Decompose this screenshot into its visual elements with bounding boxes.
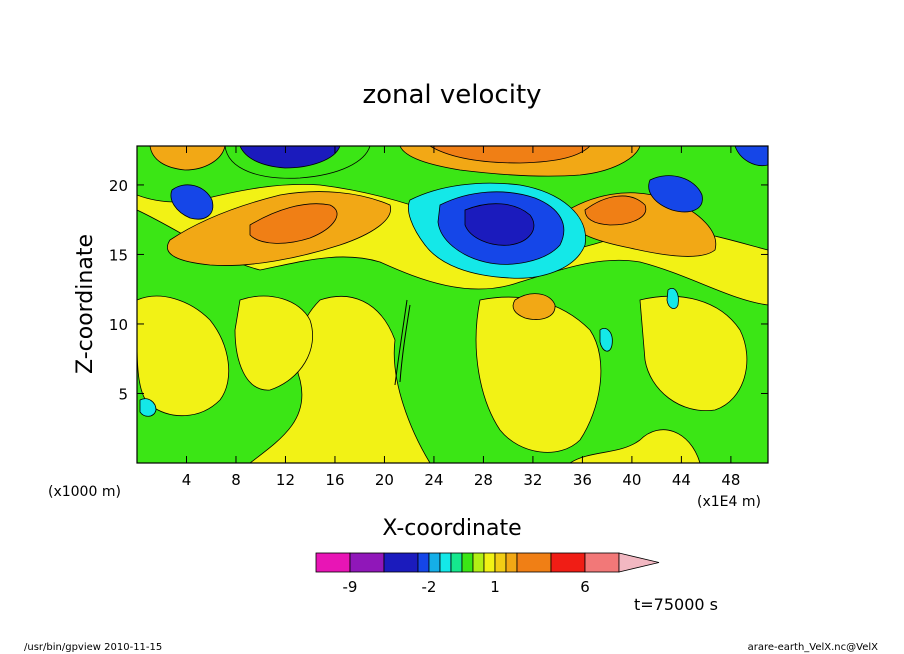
colorbar-swatch	[439, 552, 452, 573]
field-orange-left-core	[249, 203, 338, 244]
field-cyan-small-3	[666, 288, 679, 309]
x-unit-note: (x1E4 m)	[697, 494, 761, 510]
field-orange-blob	[512, 293, 556, 320]
y-unit-note: (x1000 m)	[48, 484, 121, 500]
field-blue-farright	[734, 146, 768, 167]
x-tick-label: 48	[721, 471, 740, 489]
field-yellow-center	[234, 295, 313, 391]
x-tick-label: 36	[573, 471, 592, 489]
colorbar-tick-label: -2	[422, 578, 437, 596]
colorbar-swatch	[516, 552, 552, 573]
colorbar: -9 -2 1 6	[315, 552, 660, 596]
colorbar-swatch	[461, 552, 474, 573]
colorbar-swatch	[428, 552, 441, 573]
x-tick-label: 20	[375, 471, 394, 489]
x-tick-label: 12	[276, 471, 295, 489]
x-tick-label: 44	[672, 471, 691, 489]
y-tick-label: 10	[109, 316, 128, 334]
y-tick-label: 15	[109, 246, 128, 264]
x-axis-label: X-coordinate	[382, 516, 521, 541]
field-cyan-small-2	[599, 328, 613, 352]
chart-title: zonal velocity	[362, 80, 541, 110]
y-tick-label: 5	[118, 385, 128, 403]
field-yellow-right	[475, 296, 602, 453]
colorbar-tick-label: 6	[580, 578, 590, 596]
x-tick-label: 4	[182, 471, 192, 489]
footer-left: /usr/bin/gpview 2010-11-15	[24, 642, 162, 653]
field-orange-top-core	[429, 146, 591, 164]
colorbar-swatch	[584, 552, 620, 573]
colorbar-swatch	[383, 552, 419, 573]
colorbar-swatch	[417, 552, 430, 573]
x-tick-label: 40	[622, 471, 641, 489]
time-label: t=75000 s	[634, 595, 718, 614]
field-yellow-farright	[639, 295, 748, 412]
colorbar-swatch	[494, 552, 507, 573]
colorbar-swatch	[315, 552, 351, 573]
field-orange-topleft	[149, 146, 226, 171]
field-green-band	[137, 209, 768, 463]
colorbar-swatch	[349, 552, 385, 573]
field-orange-right-core	[584, 195, 647, 226]
plot-frame	[136, 145, 769, 464]
field-navy-top	[239, 146, 341, 169]
colorbar-swatch	[472, 552, 485, 573]
colorbar-swatch	[483, 552, 496, 573]
field-blue-left	[170, 184, 214, 220]
colorbar-tick-label: 1	[490, 578, 500, 596]
x-tick-label: 16	[325, 471, 344, 489]
y-axis-ticks: 5 10 15 20	[109, 177, 768, 403]
colorbar-swatch	[505, 552, 518, 573]
colorbar-tick-label: -9	[343, 578, 358, 596]
x-tick-label: 8	[231, 471, 241, 489]
field-blue-top-ring	[224, 146, 371, 179]
colorbar-overflow-arrow	[618, 552, 660, 573]
x-tick-label: 24	[424, 471, 443, 489]
field-filament	[394, 299, 411, 386]
footer-right: arare-earth_VelX.nc@VelX	[748, 642, 879, 653]
colorbar-swatch	[450, 552, 463, 573]
y-tick-label: 20	[109, 177, 128, 195]
y-axis-label: Z-coordinate	[73, 234, 98, 374]
field-cyan-small	[139, 398, 157, 417]
x-axis-ticks: 4 8 12 16 20 24 28 32 36 40 44 48	[182, 146, 740, 489]
x-tick-label: 32	[523, 471, 542, 489]
x-tick-label: 28	[474, 471, 493, 489]
field-blue-right	[648, 175, 703, 213]
colorbar-swatch	[550, 552, 586, 573]
plot-area	[137, 146, 768, 463]
field-navy-center	[464, 203, 535, 246]
field-yellow-left	[137, 295, 230, 417]
